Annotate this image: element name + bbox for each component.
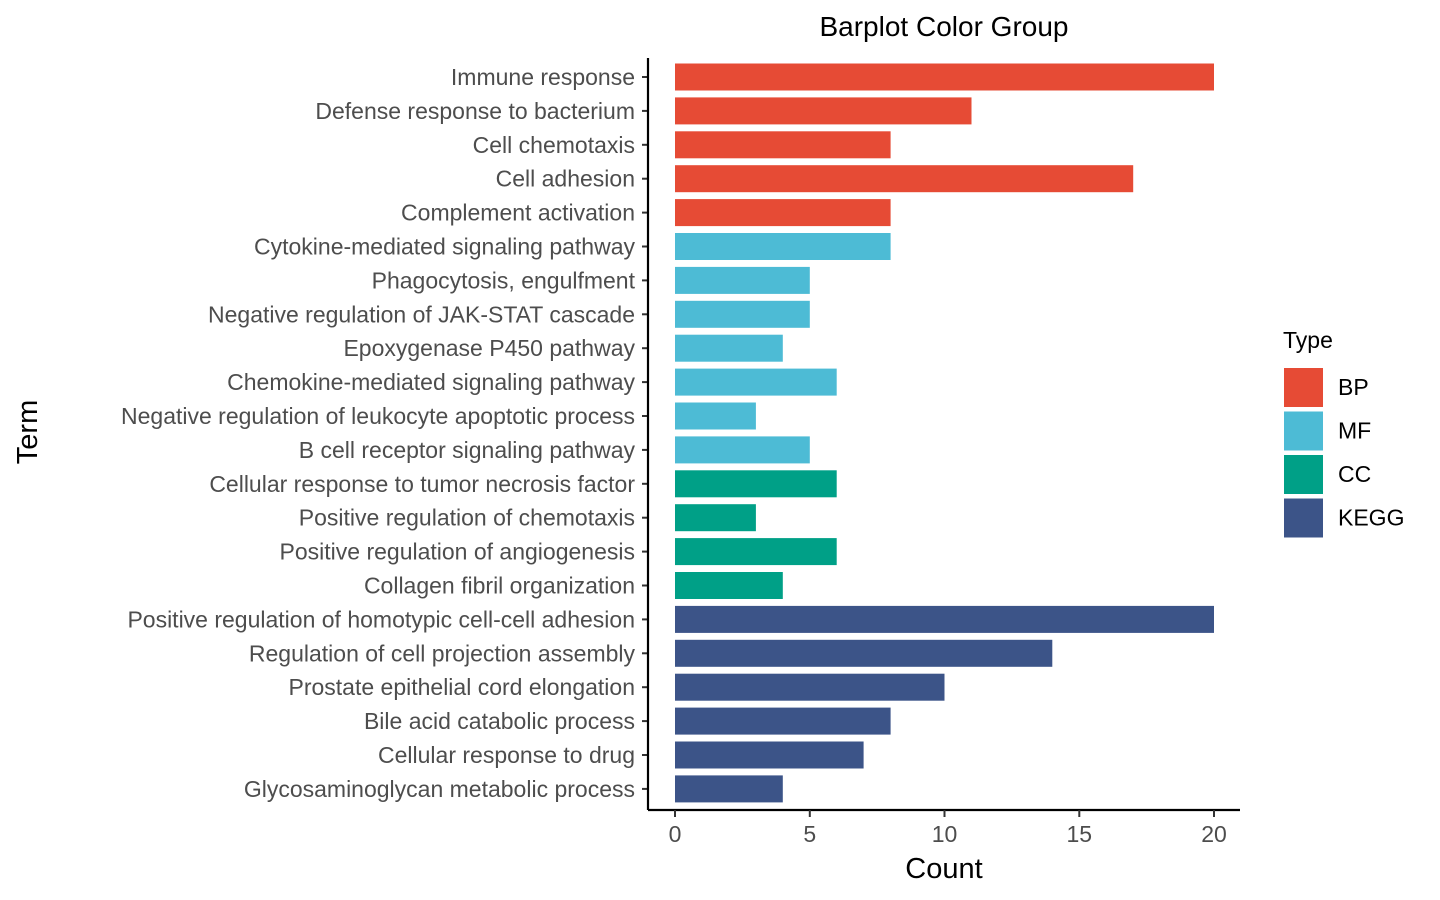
- bar: [675, 639, 1053, 667]
- y-tick-label: B cell receptor signaling pathway: [299, 437, 636, 463]
- y-tick-label: Cellular response to drug: [378, 742, 635, 768]
- y-tick-label: Cell adhesion: [496, 166, 635, 192]
- legend-swatch: [1284, 368, 1323, 407]
- y-tick-label: Regulation of cell projection assembly: [249, 640, 636, 666]
- bar: [675, 199, 891, 227]
- legend-swatch: [1284, 411, 1323, 451]
- legend-label: MF: [1338, 418, 1371, 444]
- bar: [675, 131, 891, 159]
- y-tick-label: Bile acid catabolic process: [364, 708, 635, 734]
- x-tick-label: 5: [803, 821, 816, 847]
- bar: [675, 775, 783, 803]
- x-tick-label: 20: [1201, 821, 1227, 847]
- bar: [675, 572, 783, 599]
- y-tick-label: Collagen fibril organization: [364, 573, 635, 599]
- bar: [675, 673, 945, 701]
- y-tick-label: Positive regulation of angiogenesis: [280, 539, 635, 565]
- x-tick-label: 15: [1067, 821, 1093, 847]
- y-tick-label: Complement activation: [401, 200, 635, 226]
- y-tick-label: Phagocytosis, engulfment: [372, 267, 636, 293]
- y-tick-label: Negative regulation of leukocyte apoptot…: [121, 403, 635, 429]
- legend-label: KEGG: [1338, 505, 1404, 531]
- bar: [675, 165, 1134, 193]
- legend: Type BP MF CC KEGG: [1283, 327, 1404, 538]
- bar: [675, 97, 972, 125]
- legend-swatch: [1284, 498, 1323, 538]
- bars-group: [675, 63, 1214, 803]
- legend-label: CC: [1338, 461, 1371, 487]
- legend-label: BP: [1338, 374, 1369, 400]
- bar: [675, 504, 756, 532]
- y-tick-label: Positive regulation of chemotaxis: [299, 505, 635, 531]
- y-tick-label: Immune response: [451, 64, 635, 90]
- bar: [675, 368, 837, 396]
- y-axis: Immune response Defense response to bacte…: [121, 58, 650, 810]
- y-tick-label: Positive regulation of homotypic cell-ce…: [127, 606, 635, 632]
- y-tick-label: Cellular response to tumor necrosis fact…: [209, 471, 635, 497]
- y-tick-label: Epoxygenase P450 pathway: [343, 335, 635, 361]
- bar: [675, 436, 810, 464]
- bar: [675, 402, 756, 430]
- bar: [675, 233, 891, 260]
- legend-title: Type: [1283, 327, 1333, 353]
- y-tick-label: Glycosaminoglycan metabolic process: [244, 776, 635, 802]
- y-tick-label: Prostate epithelial cord elongation: [288, 674, 635, 700]
- bar: [675, 707, 891, 735]
- legend-swatch: [1284, 455, 1323, 494]
- bar: [675, 605, 1214, 633]
- y-tick-label: Cell chemotaxis: [473, 132, 635, 158]
- bar: [675, 266, 810, 294]
- y-tick-label: Cytokine-mediated signaling pathway: [254, 234, 635, 260]
- x-tick-label: 10: [932, 821, 958, 847]
- y-axis-title: Term: [12, 400, 44, 464]
- x-tick-label: 0: [669, 821, 682, 847]
- chart-title: Barplot Color Group: [819, 11, 1068, 42]
- bar: [675, 334, 783, 362]
- bar: [675, 63, 1214, 91]
- bar: [675, 538, 837, 566]
- x-axis-title: Count: [905, 853, 982, 885]
- y-tick-label: Chemokine-mediated signaling pathway: [227, 369, 635, 395]
- y-tick-label: Defense response to bacterium: [315, 98, 635, 124]
- bar: [675, 470, 837, 498]
- bar: [675, 300, 810, 328]
- bar: [675, 741, 864, 769]
- x-axis: 0 5 10 15 20: [648, 808, 1240, 847]
- y-tick-label: Negative regulation of JAK-STAT cascade: [208, 301, 635, 327]
